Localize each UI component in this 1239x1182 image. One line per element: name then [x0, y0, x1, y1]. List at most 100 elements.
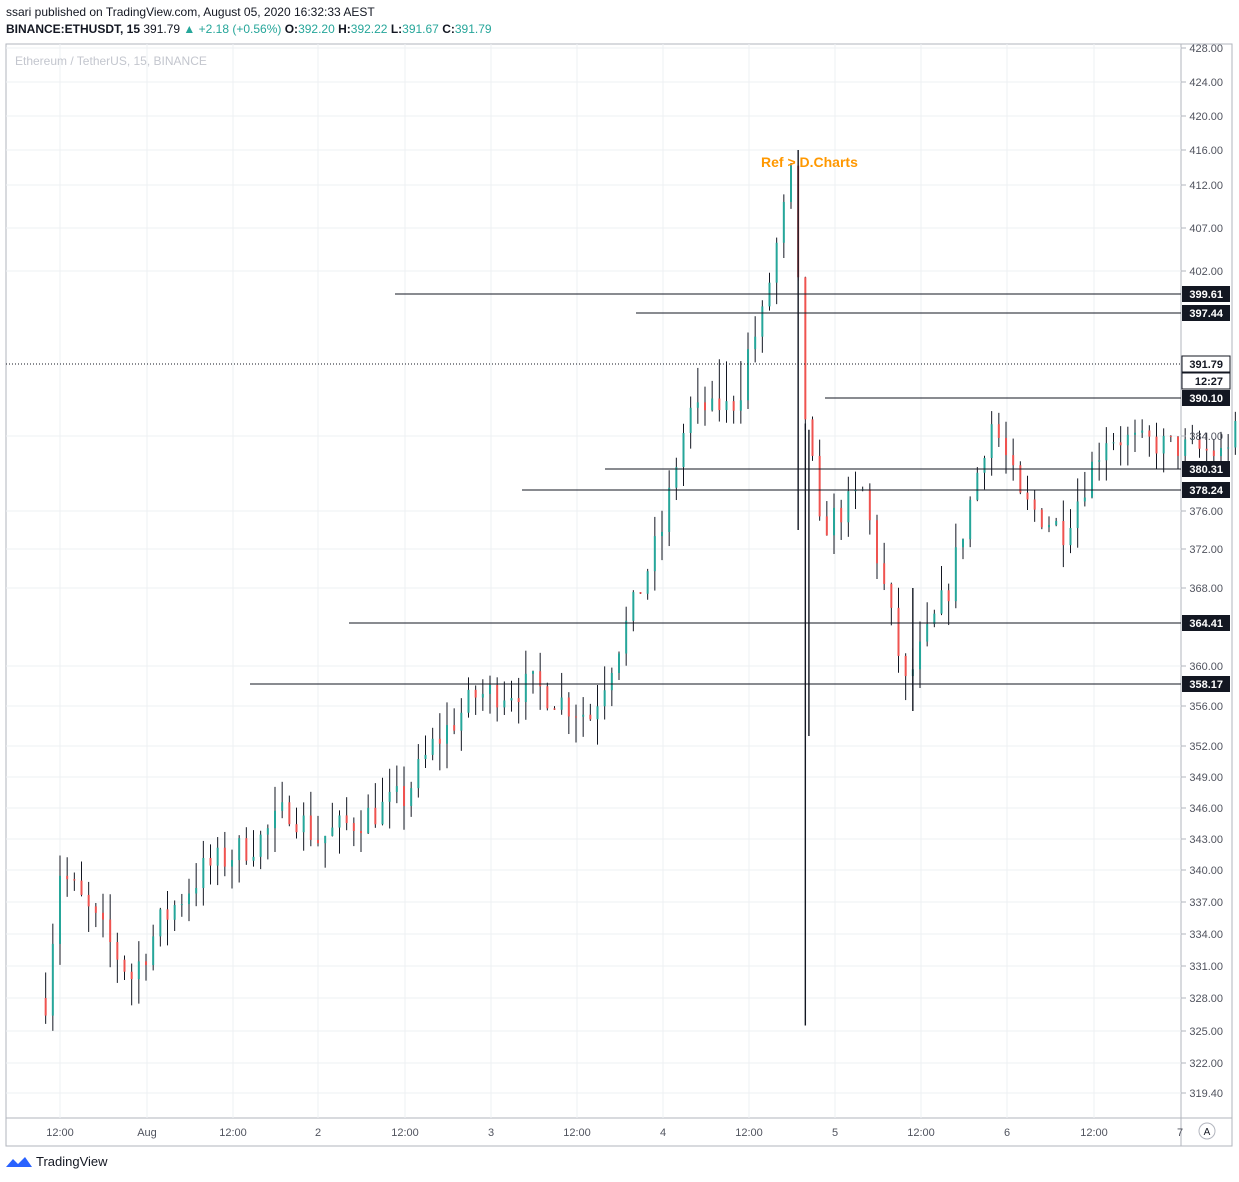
candle-up	[976, 472, 979, 500]
candle-down	[102, 912, 104, 920]
candle-up	[410, 788, 413, 806]
candle-down	[868, 489, 871, 521]
y-tick-label: 349.00	[1189, 772, 1223, 784]
candle-down	[352, 823, 355, 831]
price-axis[interactable]: 428.00 424.00 420.00 416.00 412.00 407.00 402.…	[1181, 43, 1231, 1100]
x-tick-label: Aug	[137, 1127, 157, 1139]
candle-up	[1083, 497, 1086, 502]
candle-up	[159, 909, 162, 937]
candle-down	[80, 880, 83, 895]
candle-down	[546, 686, 549, 709]
candle-up	[610, 672, 613, 691]
candle-up	[51, 943, 54, 1016]
level-price-label: 390.10	[1189, 393, 1223, 405]
x-tick-label: 12:00	[46, 1127, 74, 1139]
candle-up	[919, 641, 921, 670]
candle-down	[811, 419, 814, 456]
candle-down	[575, 716, 577, 718]
price-change: +2.18 (+0.56%)	[198, 22, 282, 36]
candle-up	[395, 786, 398, 792]
chart-header: ssari published on TradingView.com, Augu…	[6, 4, 492, 38]
candle-up	[582, 714, 585, 717]
close-value: 391.79	[454, 22, 492, 36]
countdown-tag	[1181, 372, 1231, 390]
candle-up	[854, 490, 857, 492]
candle-up	[1112, 442, 1115, 444]
candle-up	[252, 856, 255, 861]
candle-up	[417, 759, 420, 789]
candle-up	[782, 201, 785, 243]
y-tick-label: 368.00	[1189, 583, 1223, 595]
candle-up	[259, 834, 262, 857]
candle-down	[1012, 455, 1015, 466]
candle-up	[1126, 434, 1129, 446]
candle-up	[1098, 460, 1101, 462]
tradingview-logo-icon	[6, 1156, 32, 1167]
candle-up	[675, 467, 678, 488]
horizontal-levels[interactable]	[6, 293, 1181, 685]
candle-up	[632, 592, 635, 621]
x-tick-label: 12:00	[735, 1127, 763, 1139]
candle-up	[768, 282, 771, 307]
candle-down	[804, 277, 807, 420]
candle-down	[1148, 430, 1151, 437]
candle-up	[1184, 439, 1187, 456]
candle-up	[489, 684, 491, 694]
auto-scale-button[interactable]: A	[1198, 1122, 1216, 1140]
candle-up	[274, 810, 276, 829]
candle-down	[1155, 436, 1158, 454]
candle-down	[732, 401, 735, 411]
candle-down	[1198, 438, 1201, 449]
candle-down	[496, 684, 499, 708]
time-axis[interactable]: 12:00 Aug 12:00 2 12:00 3 12:00 4 12:00 5 12:00 6 12…	[46, 1127, 1183, 1139]
candle-down	[883, 563, 886, 584]
candle-up	[152, 936, 155, 966]
y-tick-label: 376.00	[1189, 506, 1223, 518]
y-tick-label: 407.00	[1189, 223, 1223, 235]
candle-down	[897, 607, 900, 656]
candle-up	[962, 539, 964, 548]
candle-up	[668, 487, 671, 532]
candle-up	[761, 306, 764, 337]
candle-up	[689, 407, 692, 433]
low-label: L:	[390, 22, 403, 36]
y-tick-label: 340.00	[1189, 865, 1223, 877]
candle-up	[682, 432, 685, 468]
candle-up	[532, 671, 534, 674]
x-tick-label: 4	[660, 1127, 666, 1139]
candle-down	[1033, 499, 1036, 510]
candle-down	[818, 455, 821, 517]
candle-up	[137, 961, 140, 980]
candle-up	[238, 838, 241, 861]
candle-up	[460, 712, 463, 731]
ref-annotation[interactable]: Ref > D.Charts	[761, 154, 858, 170]
y-tick-label: 428.00	[1189, 43, 1223, 55]
level-price-tag	[1182, 286, 1230, 302]
y-tick-label: 331.00	[1189, 961, 1223, 973]
candle-down	[66, 875, 69, 880]
candle-up	[381, 801, 384, 825]
chart-frame	[5, 43, 1233, 1147]
candle-up	[1091, 461, 1093, 498]
candle-up	[954, 547, 957, 602]
y-tick-label: 343.00	[1189, 834, 1223, 846]
candle-up	[331, 827, 334, 836]
candle-up	[1105, 443, 1108, 461]
high-value: 392.22	[350, 22, 388, 36]
candle-up	[969, 499, 972, 540]
y-tick-label: 356.00	[1189, 701, 1223, 713]
candle-down	[288, 802, 291, 825]
candle-up	[596, 706, 599, 720]
candle-down	[453, 725, 456, 731]
level-price-label: 399.61	[1189, 289, 1223, 301]
candle-down	[997, 424, 1000, 438]
candle-up	[1234, 421, 1237, 448]
candle-up	[747, 349, 749, 401]
x-tick-label: 3	[488, 1127, 494, 1139]
candle-down	[589, 714, 592, 720]
x-tick-label: 12:00	[1080, 1127, 1108, 1139]
candle-up	[180, 904, 183, 906]
candle-up	[195, 887, 198, 894]
candle-down	[876, 520, 878, 564]
